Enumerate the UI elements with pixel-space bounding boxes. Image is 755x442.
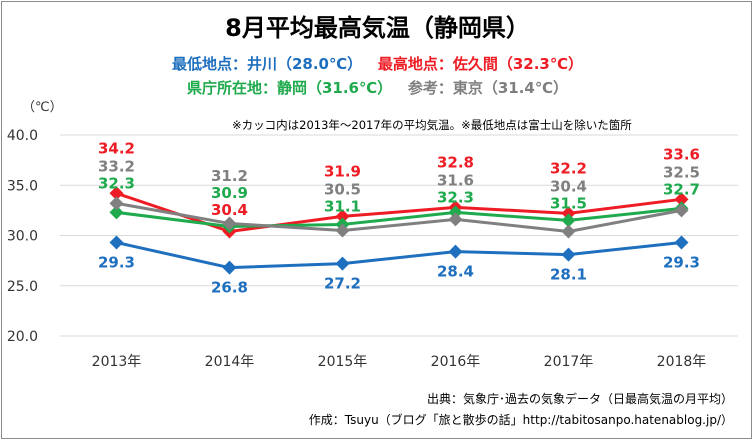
- y-axis-unit: （℃）: [22, 100, 63, 115]
- series-3-label-5: 32.5: [663, 163, 700, 181]
- chart-note: ※カッコ内は2013年～2017年の平均気温。※最低地点は富士山を除いた箇所: [232, 118, 632, 132]
- series-0-point-3: [448, 244, 463, 259]
- x-tick-label-4: 2017年: [544, 354, 594, 370]
- series-3-label-0: 33.2: [98, 157, 135, 175]
- x-tick-label-2: 2015年: [318, 354, 368, 370]
- series-3-label-4: 30.4: [550, 177, 587, 195]
- reference-value: 東京（31.4℃）: [452, 79, 569, 97]
- series-1-label-5: 33.6: [663, 145, 700, 163]
- series-2-label-1: 30.9: [211, 184, 248, 202]
- series-2-point-3: [448, 205, 463, 220]
- series-1-label-0: 34.2: [98, 139, 135, 157]
- series-1-label-2: 31.9: [324, 162, 361, 180]
- series-1-label-4: 32.2: [550, 159, 587, 177]
- series-0-point-4: [561, 247, 576, 262]
- office-prefix: 県庁所在地：: [186, 79, 277, 97]
- series-3-point-1: [222, 216, 237, 231]
- series-1-label-1: 30.4: [211, 201, 248, 219]
- y-tick-label-2: 30.0: [7, 229, 38, 245]
- series-2-label-4: 31.5: [550, 194, 587, 212]
- series-2-label-0: 32.3: [98, 174, 135, 192]
- chart-title: 8月平均最高気温（静岡県）: [225, 14, 530, 42]
- series-2-point-4: [561, 213, 576, 228]
- x-tick-label-1: 2014年: [205, 354, 255, 370]
- series-0-label-2: 27.2: [324, 275, 361, 293]
- series-1-point-4: [561, 206, 576, 221]
- series-2-label-3: 32.3: [437, 188, 474, 206]
- series-0-label-4: 28.1: [550, 266, 587, 284]
- series-2-label-5: 32.7: [663, 180, 700, 198]
- office-value: 静岡（31.6℃）: [276, 79, 393, 97]
- x-tick-label-3: 2016年: [431, 354, 481, 370]
- series-3-point-4: [561, 224, 576, 239]
- series-3-label-2: 30.5: [324, 180, 361, 198]
- highest-value: 佐久間（32.3℃）: [452, 55, 584, 73]
- series-2-point-0: [109, 205, 124, 220]
- series-0-point-2: [335, 256, 350, 271]
- series-1-point-2: [335, 209, 350, 224]
- series-3-label-3: 31.6: [437, 171, 474, 189]
- y-tick-label-4: 40.0: [7, 128, 38, 144]
- reference-prefix: 参考：: [407, 79, 453, 97]
- x-tick-label-0: 2013年: [92, 354, 142, 370]
- subtitle-line-2: 県庁所在地：静岡（31.6℃） 参考：東京（31.4℃）: [0, 77, 755, 98]
- series-2-label-2: 31.1: [324, 197, 361, 215]
- series-1-point-0: [109, 186, 124, 201]
- series-line-2: [116, 206, 682, 228]
- series-3-point-2: [335, 223, 350, 238]
- series-0-label-1: 26.8: [211, 279, 248, 297]
- series-0-point-5: [674, 235, 689, 250]
- series-line-3: [116, 201, 682, 233]
- source-line-1: 出典：気象庁･過去の気象データ（日最高気温の月平均）: [426, 392, 733, 406]
- x-tick-label-5: 2018年: [657, 354, 707, 370]
- series-0-label-0: 29.3: [98, 254, 135, 272]
- lowest-value: 井川（28.0℃）: [246, 55, 363, 73]
- series-0-point-0: [109, 235, 124, 250]
- series-0-label-3: 28.4: [437, 263, 474, 281]
- series-3-point-5: [674, 203, 689, 218]
- source-line-2: 作成：Tsuyu（ブログ「旅と散歩の話」http://tabitosanpo.h…: [308, 413, 733, 427]
- lowest-prefix: 最低地点：: [171, 55, 247, 73]
- subtitle-line-1: 最低地点：井川（28.0℃） 最高地点：佐久間（32.3℃）: [0, 53, 755, 74]
- series-1-label-3: 32.8: [437, 153, 474, 171]
- series-3-point-3: [448, 212, 463, 227]
- series-3-label-1: 31.2: [211, 167, 248, 185]
- highest-prefix: 最高地点：: [377, 55, 453, 73]
- series-0-label-5: 29.3: [663, 254, 700, 272]
- series-1-point-5: [674, 192, 689, 207]
- y-tick-label-0: 20.0: [7, 329, 38, 345]
- series-3-point-0: [109, 196, 124, 211]
- y-tick-label-1: 25.0: [7, 279, 38, 295]
- series-0-point-1: [222, 260, 237, 275]
- y-tick-label-3: 35.0: [7, 178, 38, 194]
- series-line-0: [116, 241, 682, 270]
